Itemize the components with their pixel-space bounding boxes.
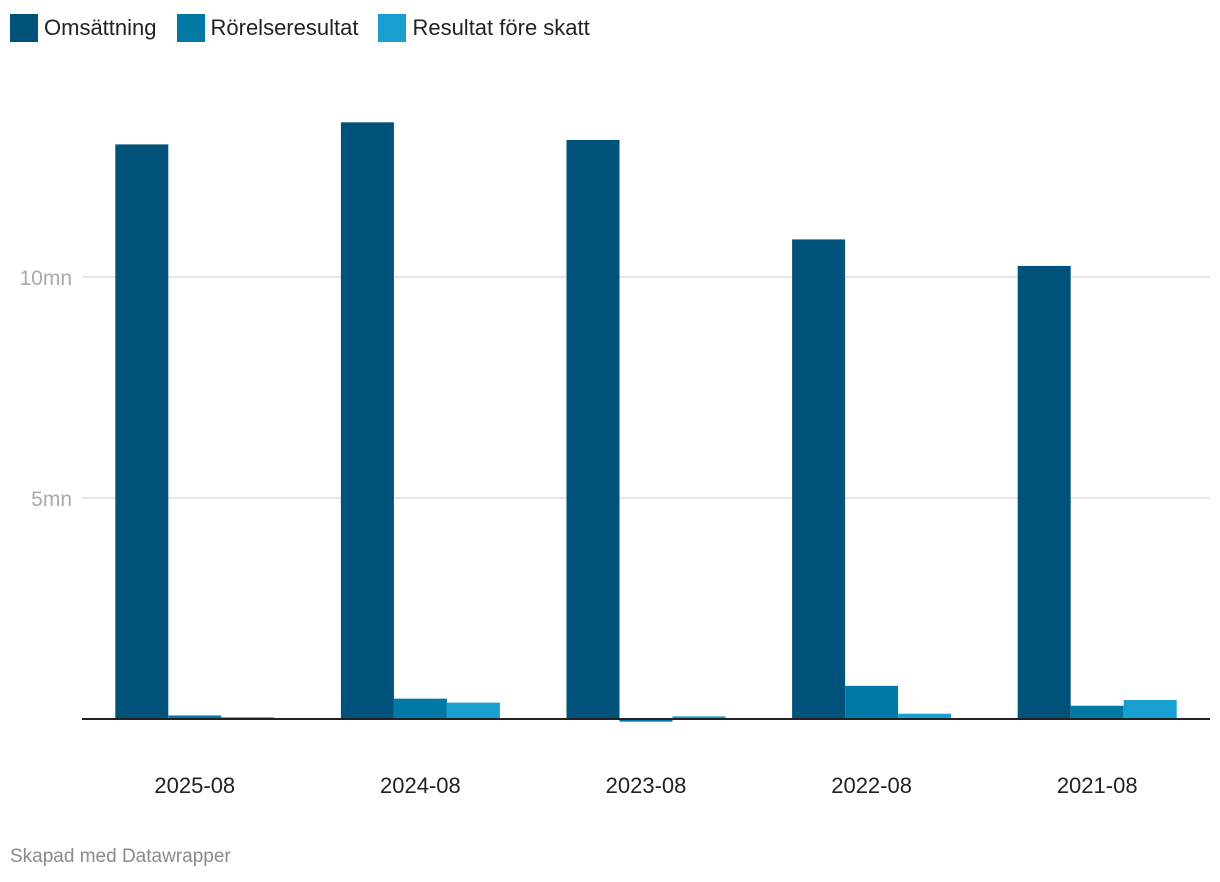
bar-2022-08-omsattning bbox=[792, 239, 846, 719]
x-tick-label-2023-08: 2023-08 bbox=[606, 773, 687, 798]
footer-credit: Skapad med Datawrapper bbox=[10, 846, 231, 867]
legend-item-resultat-fore-skatt: Resultat före skatt bbox=[378, 14, 590, 42]
chart-legend: Omsättning Rörelseresultat Resultat före… bbox=[10, 12, 610, 44]
bar-2021-08-resultat-fore-skatt bbox=[1123, 699, 1177, 719]
bar-2023-08-rorelseresultat bbox=[619, 719, 673, 722]
legend-label-omsattning: Omsättning bbox=[44, 15, 157, 40]
bar-2022-08-rorelseresultat bbox=[845, 685, 899, 719]
bar-2024-08-rorelseresultat bbox=[393, 698, 447, 719]
legend-label-rorelseresultat: Rörelseresultat bbox=[210, 15, 359, 40]
bar-2025-08-omsattning bbox=[115, 144, 169, 719]
bar-2022-08-resultat-fore-skatt bbox=[898, 713, 952, 719]
x-tick-label-2022-08: 2022-08 bbox=[831, 773, 912, 798]
x-tick-label-2024-08: 2024-08 bbox=[380, 773, 461, 798]
y-tick-label-5mn: 5mn bbox=[31, 488, 72, 511]
bar-2024-08-omsattning bbox=[340, 122, 394, 720]
bar-2025-08-rorelseresultat bbox=[168, 715, 222, 719]
bar-2021-08-omsattning bbox=[1017, 265, 1071, 719]
legend-swatch-resultat-fore-skatt bbox=[378, 14, 407, 42]
bar-2023-08-omsattning bbox=[566, 139, 620, 720]
x-tick-label-2021-08: 2021-08 bbox=[1057, 773, 1138, 798]
bar-2021-08-rorelseresultat bbox=[1070, 705, 1124, 719]
legend-swatch-rorelseresultat bbox=[176, 14, 205, 42]
bar-2024-08-resultat-fore-skatt bbox=[446, 702, 500, 719]
legend-label-resultat-fore-skatt: Resultat före skatt bbox=[412, 15, 590, 40]
x-tick-label-2025-08: 2025-08 bbox=[154, 773, 235, 798]
legend-item-rorelseresultat: Rörelseresultat bbox=[176, 14, 359, 42]
legend-swatch-omsattning bbox=[10, 14, 38, 42]
bar-2023-08-resultat-fore-skatt bbox=[672, 716, 726, 719]
legend-item-omsattning: Omsättning bbox=[10, 14, 157, 42]
y-tick-label-10mn: 10mn bbox=[19, 267, 72, 290]
